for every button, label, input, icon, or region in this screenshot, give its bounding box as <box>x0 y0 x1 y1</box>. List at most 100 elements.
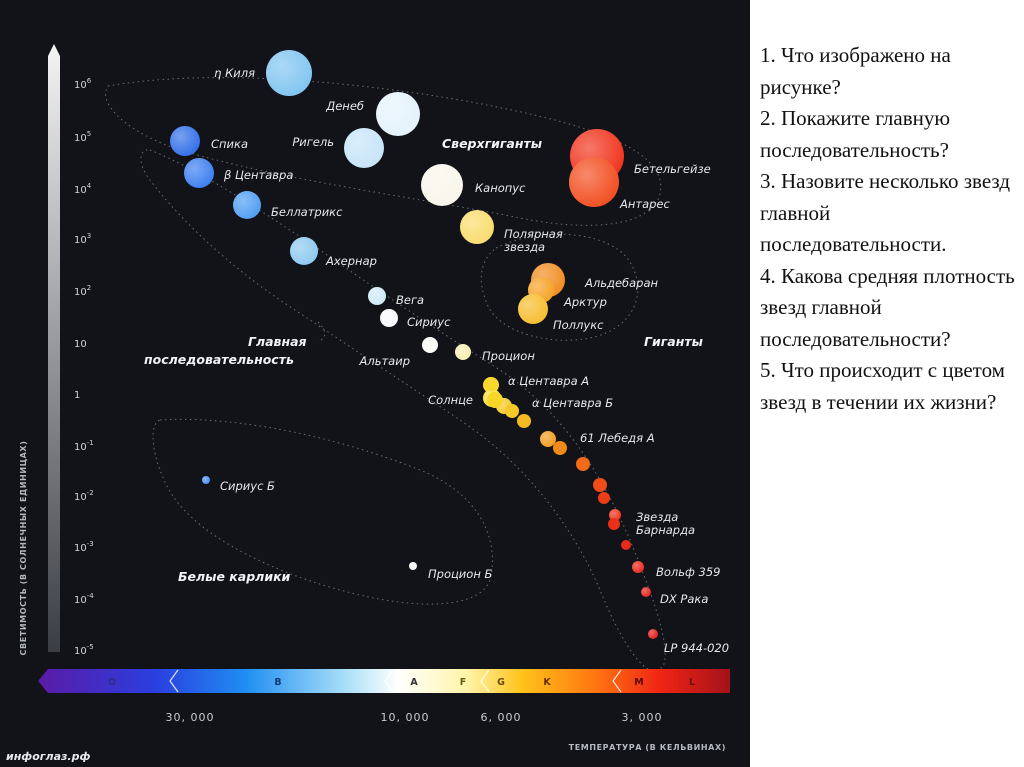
main-sequence-dot-1 <box>487 392 503 408</box>
hr-diagram: 106 105 104 103 102 10 1 10-1 10-2 10-3 10-4 10-5 С… <box>0 0 750 767</box>
main-sequence-outline <box>140 149 666 672</box>
main-sequence-dot-3 <box>517 414 531 428</box>
luminosity-tick: 10 <box>74 339 87 350</box>
main-sequence-label: Главная последовательность <box>144 334 311 367</box>
x-axis-title: ТЕМПЕРАТУРА (В КЕЛЬВИНАХ) <box>569 743 726 752</box>
star-27-highlight <box>409 562 417 570</box>
star-3-label: Спика <box>211 137 248 151</box>
star-0-label: η Киля <box>214 66 255 80</box>
main-sequence-dot-9 <box>621 540 631 550</box>
star-11-highlight <box>421 164 463 206</box>
star-7-label: Вега <box>396 293 424 307</box>
star-5-highlight <box>233 191 261 219</box>
main-sequence-dot-8 <box>608 518 620 530</box>
star-23-highlight <box>632 561 644 573</box>
star-15-label: Альдебаран <box>584 276 659 290</box>
star-10-label: Процион <box>482 349 535 363</box>
star-labels-layer: η Киля Денеб Ригель Спика β Центавра Беллатри… <box>211 66 729 655</box>
star-27-label: Процион Б <box>428 567 492 581</box>
white-dwarfs-label: Белые карлики <box>178 569 291 584</box>
star-1-highlight <box>376 92 420 136</box>
spectral-class-L: L <box>689 677 695 688</box>
stars-layer <box>170 50 658 639</box>
spectral-class-G: G <box>497 677 505 688</box>
question-3: 3. Назовите несколько звезд главной посл… <box>760 169 1011 256</box>
spectral-class-O: O <box>108 677 116 688</box>
luminosity-bar <box>48 44 60 652</box>
spectral-class-M: M <box>634 677 643 688</box>
star-13-label: Бетельгейзе <box>634 162 711 176</box>
supergiants-outline <box>105 77 662 226</box>
star-3-highlight <box>170 126 200 156</box>
main-sequence-dot-2 <box>505 404 519 418</box>
star-22-highlight <box>609 509 621 521</box>
temperature-tick: 6, 000 <box>481 711 522 724</box>
luminosity-tick: 10-5 <box>74 643 94 657</box>
question-5: 5. Что происходит с цветом звезд в течен… <box>760 358 1005 414</box>
star-25-label: LP 944-020 <box>664 641 729 655</box>
star-19-label: Солнце <box>428 393 473 407</box>
star-14-highlight <box>569 157 619 207</box>
luminosity-tick: 10-4 <box>74 592 94 606</box>
star-14-label: Антарес <box>619 197 671 211</box>
star-2-highlight <box>344 128 384 168</box>
luminosity-tick: 10-1 <box>74 439 94 453</box>
star-24-highlight <box>641 587 651 597</box>
star-6-label: Ахернар <box>325 254 377 268</box>
star-21-label: 61 Лебедя А <box>580 431 655 445</box>
star-26-label: Сириус Б <box>220 479 275 493</box>
star-0-highlight <box>266 50 312 96</box>
star-5-label: Беллатрикс <box>271 205 343 219</box>
temperature-tick: 10, 000 <box>381 711 430 724</box>
star-4-highlight <box>184 158 214 188</box>
star-9-label: Альтаир <box>358 354 410 368</box>
luminosity-tick: 10-2 <box>74 489 94 503</box>
main-sequence-dot-0 <box>484 377 498 391</box>
luminosity-tick: 103 <box>74 232 91 246</box>
star-24-label: DX Рака <box>660 592 708 606</box>
spectral-class-F: F <box>460 677 467 688</box>
star-4-label: β Центавра <box>223 168 293 182</box>
star-10-highlight <box>455 344 471 360</box>
spectral-class-A: A <box>410 677 418 688</box>
temperature-tick: 30, 000 <box>166 711 215 724</box>
star-1-label: Денеб <box>325 99 364 113</box>
luminosity-tick: 102 <box>74 284 91 298</box>
main-sequence-dot-5 <box>576 457 590 471</box>
luminosity-tick: 105 <box>74 130 91 144</box>
luminosity-tick: 106 <box>74 77 92 91</box>
spectral-class-bar <box>38 669 730 693</box>
source-label: инфоглаз.рф <box>6 750 90 763</box>
question-4: 4. Какова средняя плотность звезд главно… <box>760 263 1015 351</box>
star-20-label: α Центавра Б <box>532 396 613 410</box>
star-26-highlight <box>202 476 210 484</box>
question-1: 1. Что изображено на рисунке? <box>760 43 951 99</box>
main-sequence-dot-7 <box>598 492 610 504</box>
star-8-highlight <box>380 309 398 327</box>
star-6-highlight <box>290 237 318 265</box>
star-8-label: Сириус <box>407 315 451 329</box>
y-axis-title: СВЕТИМОСТЬ (В СОЛНЕЧНЫХ ЕДИНИЦАХ) <box>19 441 28 656</box>
star-2-label: Ригель <box>292 135 334 149</box>
star-12-highlight <box>460 210 494 244</box>
temperature-ticks: 30, 000 10, 000 6, 000 3, 000 <box>166 711 662 724</box>
star-22-label: Звезда Барнарда <box>636 510 695 537</box>
luminosity-tick: 10-3 <box>74 540 94 554</box>
star-12-label: Полярная звезда <box>504 227 563 254</box>
star-7-highlight <box>368 287 386 305</box>
star-21-highlight <box>540 431 556 447</box>
star-17-highlight <box>518 294 548 324</box>
star-25-highlight <box>648 629 658 639</box>
spectral-class-B: B <box>274 677 281 688</box>
class-dividers <box>169 669 622 693</box>
spectral-class-K: K <box>543 677 551 688</box>
giants-label: Гиганты <box>644 334 703 349</box>
star-9-highlight <box>422 337 438 353</box>
question-2: 2. Покажите главную последовательность? <box>760 106 951 162</box>
supergiants-label: Сверхгиганты <box>442 136 542 151</box>
luminosity-tick: 1 <box>74 390 80 401</box>
star-11-label: Канопус <box>475 181 526 195</box>
